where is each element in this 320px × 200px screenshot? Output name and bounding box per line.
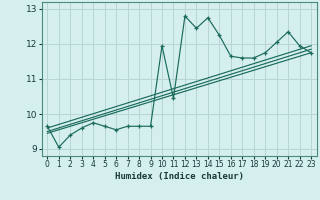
X-axis label: Humidex (Indice chaleur): Humidex (Indice chaleur) [115, 172, 244, 181]
